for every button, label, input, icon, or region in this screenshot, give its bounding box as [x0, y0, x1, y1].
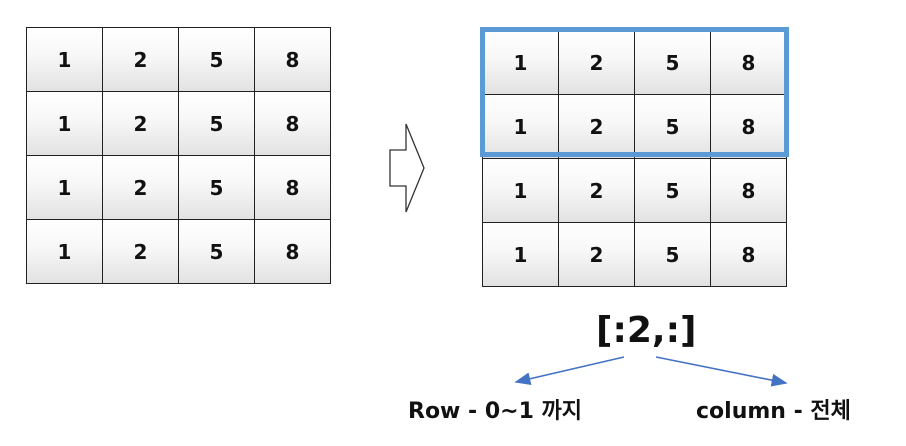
matrix-cell: 8 — [711, 223, 787, 287]
matrix-cell: 8 — [711, 159, 787, 223]
matrix-cell: 8 — [255, 28, 331, 92]
matrix-cell: 8 — [711, 95, 787, 159]
column-range-label: column - 전체 — [696, 399, 851, 424]
matrix-cell: 1 — [483, 159, 559, 223]
matrix-cell: 1 — [27, 92, 103, 156]
matrix-cell: 5 — [179, 92, 255, 156]
matrix-cell: 2 — [103, 28, 179, 92]
matrix-cell: 1 — [483, 95, 559, 159]
matrix-cell: 8 — [255, 156, 331, 220]
matrix-cell: 1 — [483, 223, 559, 287]
matrix-cell: 5 — [179, 28, 255, 92]
matrix-cell: 2 — [103, 156, 179, 220]
matrix-cell: 5 — [635, 159, 711, 223]
matrix-cell: 8 — [255, 92, 331, 156]
matrix-cell: 1 — [483, 31, 559, 95]
matrix-cell: 1 — [27, 28, 103, 92]
matrix-cell: 2 — [559, 223, 635, 287]
matrix-cell: 5 — [635, 223, 711, 287]
matrix-cell: 8 — [255, 220, 331, 284]
matrix-cell: 2 — [103, 220, 179, 284]
matrix-cell: 5 — [635, 31, 711, 95]
matrix-cell: 8 — [711, 31, 787, 95]
matrix-cell: 1 — [27, 156, 103, 220]
right-arrow-icon — [389, 123, 425, 213]
column-connector-arrow — [655, 356, 788, 387]
row-connector-arrow — [514, 356, 625, 385]
matrix-cell: 2 — [103, 92, 179, 156]
matrix-cell: 5 — [179, 156, 255, 220]
row-range-label: Row - 0~1 까지 — [408, 399, 583, 424]
matrix-cell: 5 — [635, 95, 711, 159]
matrix-cell: 1 — [27, 220, 103, 284]
matrix-cell: 2 — [559, 95, 635, 159]
matrix-cell: 2 — [559, 31, 635, 95]
matrix-cell: 2 — [559, 159, 635, 223]
matrix-cell: 5 — [179, 220, 255, 284]
slice-expression: [:2,:] — [596, 310, 697, 351]
